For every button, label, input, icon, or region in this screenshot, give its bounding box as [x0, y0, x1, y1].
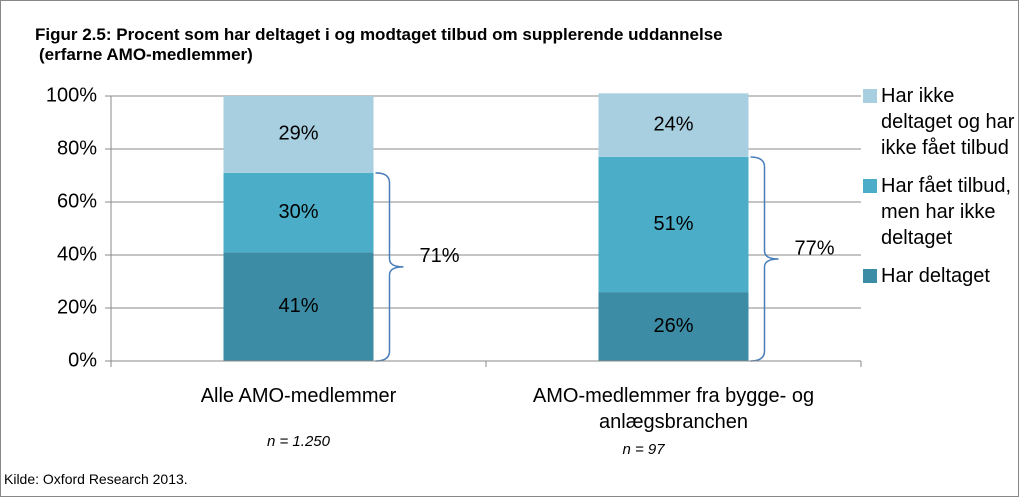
- y-tick-label: 80%: [57, 137, 97, 159]
- legend-label: Har fået tilbud, men har ikke deltaget: [881, 175, 1012, 249]
- legend-item: Har ikke deltaget og har ikke fået tilbu…: [863, 83, 1018, 161]
- legend-swatch: [863, 89, 877, 103]
- data-label: 30%: [278, 201, 318, 223]
- bar-segment: [598, 292, 749, 361]
- data-label: 29%: [278, 123, 318, 145]
- bar-segment: [598, 156, 749, 293]
- legend-label: Har ikke deltaget og har ikke fået tilbu…: [881, 85, 1015, 159]
- y-tick-label: 0%: [68, 349, 97, 371]
- chart-subtitle: (erfarne AMO-medlemmer): [39, 45, 253, 64]
- y-tick-label: 20%: [57, 296, 97, 318]
- source: Kilde: Oxford Research 2013.: [4, 471, 188, 487]
- legend-item: Har deltaget: [863, 263, 1018, 289]
- data-label: 24%: [653, 113, 693, 135]
- bar-segment: [598, 93, 749, 157]
- annotation: 71%: [420, 245, 460, 267]
- brace: [750, 156, 779, 362]
- data-label: 41%: [278, 295, 318, 317]
- legend-swatch: [863, 179, 877, 193]
- annotation: 77%: [795, 237, 835, 259]
- legend: Har ikke deltaget og har ikke fået tilbu…: [863, 83, 1018, 289]
- legend-swatch: [863, 269, 877, 283]
- brace: [375, 172, 404, 362]
- data-label: 26%: [653, 315, 693, 337]
- chart-title: Figur 2.5: Procent som har deltaget i og…: [35, 25, 723, 44]
- y-tick-label: 40%: [57, 243, 97, 265]
- category-note: n = 97: [622, 441, 665, 458]
- bar-segment: [223, 96, 374, 173]
- y-tick-label: 60%: [57, 190, 97, 212]
- data-label: 51%: [653, 213, 693, 235]
- bar-segment: [223, 252, 374, 361]
- y-tick-label: 100%: [46, 84, 97, 106]
- x-tick-label: AMO-medlemmer fra bygge- og anlægsbranch…: [532, 385, 815, 433]
- x-tick-label: Alle AMO-medlemmer: [200, 385, 397, 407]
- category-note: n = 1.250: [267, 433, 330, 450]
- legend-label: Har deltaget: [881, 265, 990, 287]
- bar-segment: [223, 172, 374, 253]
- legend-item: Har fået tilbud, men har ikke deltaget: [863, 173, 1018, 251]
